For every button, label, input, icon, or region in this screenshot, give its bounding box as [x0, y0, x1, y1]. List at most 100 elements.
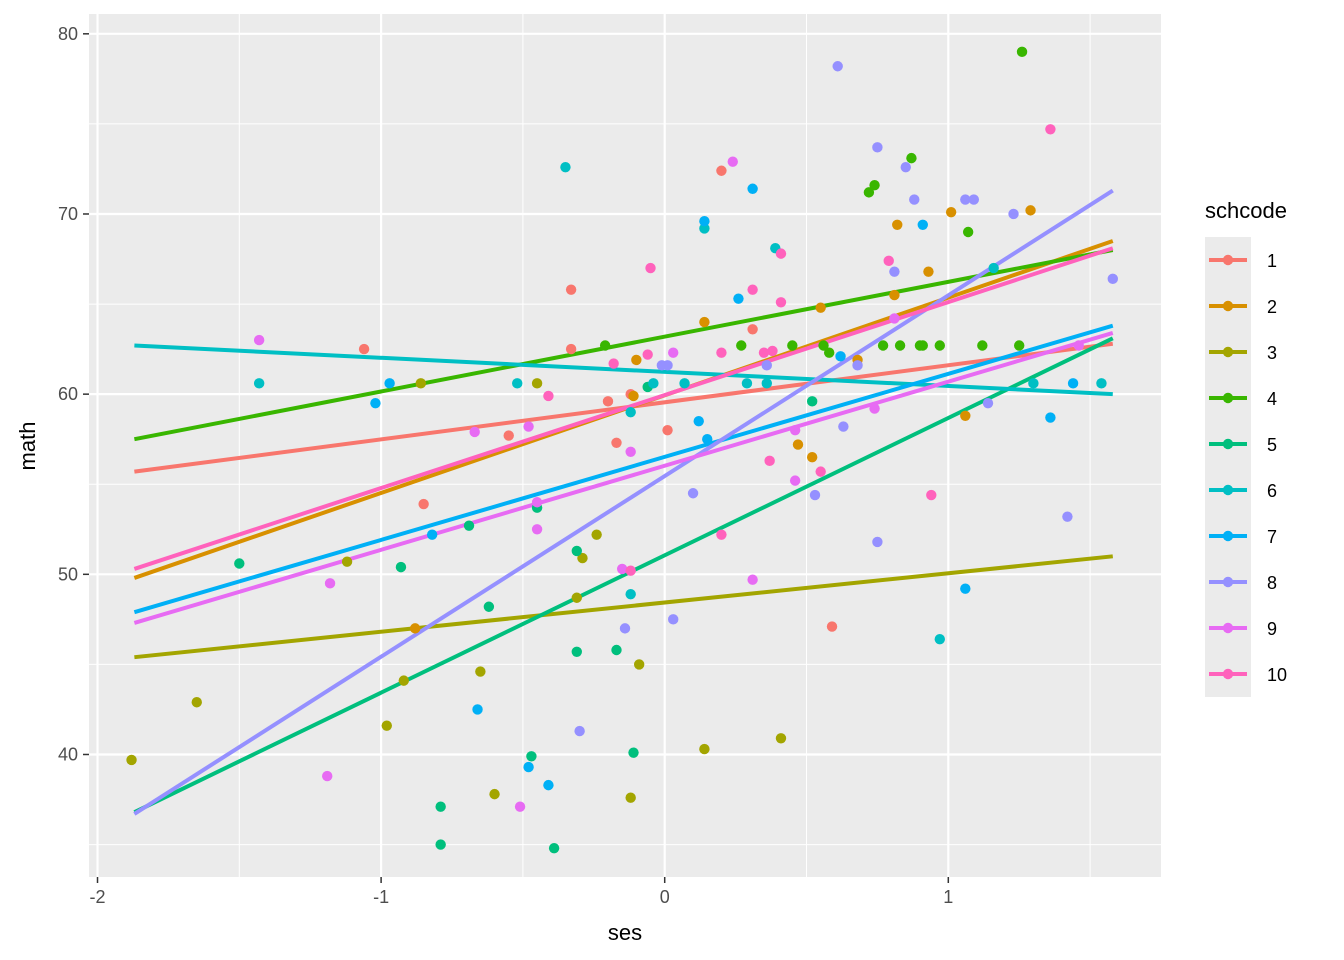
data-point-schcode-2 — [892, 219, 903, 230]
data-point-schcode-1 — [358, 343, 370, 355]
data-point-schcode-8 — [838, 421, 849, 432]
y-tick-label: 50 — [58, 564, 78, 584]
data-point-schcode-8 — [809, 489, 821, 501]
data-point-schcode-10 — [1045, 124, 1056, 135]
data-point-schcode-10 — [758, 347, 770, 358]
data-point-schcode-8 — [872, 142, 883, 153]
legend-key-point — [1222, 668, 1234, 680]
legend-key-point — [1222, 576, 1234, 588]
legend-key-point — [1222, 300, 1234, 312]
data-point-schcode-2 — [409, 623, 421, 634]
data-point-schcode-3 — [571, 592, 582, 603]
data-point-schcode-9 — [322, 770, 333, 782]
data-point-schcode-1 — [747, 324, 758, 335]
data-point-schcode-8 — [1008, 208, 1019, 220]
data-point-schcode-9 — [324, 578, 336, 589]
regression-line-schcode-10 — [133, 246, 1114, 571]
data-point-schcode-9 — [523, 421, 534, 432]
data-point-schcode-2 — [815, 302, 826, 313]
data-point-schcode-10 — [775, 297, 787, 308]
data-point-schcode-4 — [877, 340, 889, 351]
data-point-schcode-1 — [662, 424, 673, 436]
data-point-schcode-5 — [628, 747, 639, 758]
regression-line-schcode-4 — [133, 248, 1114, 442]
data-point-schcode-5 — [571, 545, 582, 557]
data-point-schcode-10 — [767, 345, 778, 357]
legend-key-point — [1222, 530, 1234, 542]
y-tick-label: 70 — [58, 204, 78, 224]
y-tick-label: 80 — [58, 24, 78, 44]
data-point-schcode-9 — [531, 497, 543, 508]
legend-label-schcode-3: 3 — [1267, 343, 1277, 363]
data-point-schcode-4 — [906, 152, 917, 164]
data-point-schcode-7 — [384, 378, 395, 389]
data-point-schcode-1 — [565, 343, 577, 355]
y-tick-label: 40 — [58, 744, 78, 764]
x-tick-label: -2 — [90, 887, 106, 907]
x-axis-title: ses — [608, 920, 642, 945]
data-point-schcode-10 — [775, 248, 787, 259]
data-point-schcode-9 — [789, 424, 801, 436]
data-point-schcode-1 — [716, 165, 727, 176]
x-tick-label: 1 — [943, 887, 953, 907]
legend: schcode 1 2 3 4 5 6 7 8 9 10 — [1205, 198, 1287, 697]
data-point-schcode-7 — [960, 583, 971, 594]
data-point-schcode-6 — [1028, 378, 1039, 389]
data-point-schcode-7 — [747, 183, 758, 194]
x-tick-label: -1 — [373, 887, 389, 907]
data-point-schcode-2 — [792, 439, 804, 450]
data-point-schcode-7 — [1067, 378, 1079, 389]
data-point-schcode-8 — [852, 360, 863, 371]
data-point-schcode-10 — [608, 358, 619, 369]
legend-label-schcode-8: 8 — [1267, 573, 1277, 593]
data-point-schcode-6 — [988, 262, 999, 274]
data-point-schcode-5 — [806, 396, 818, 407]
data-point-schcode-3 — [775, 733, 787, 744]
data-point-schcode-10 — [815, 466, 826, 477]
data-points — [126, 46, 1118, 854]
regression-line-schcode-9 — [133, 330, 1114, 625]
data-point-schcode-7 — [1045, 412, 1056, 423]
data-point-schcode-4 — [977, 340, 988, 351]
data-point-schcode-10 — [543, 390, 554, 402]
data-point-schcode-4 — [1014, 340, 1025, 351]
data-point-schcode-6 — [648, 378, 659, 389]
data-point-schcode-1 — [418, 498, 429, 510]
data-point-schcode-7 — [917, 219, 928, 230]
data-point-schcode-3 — [475, 666, 486, 677]
axes: -2 -1 0 1 40 50 60 70 80 — [58, 24, 953, 907]
data-point-schcode-8 — [968, 194, 980, 205]
legend-key-point — [1222, 622, 1234, 634]
data-point-schcode-10 — [642, 349, 653, 360]
data-point-schcode-8 — [574, 725, 585, 737]
data-point-schcode-4 — [1016, 46, 1028, 58]
data-point-schcode-2 — [628, 390, 639, 402]
data-point-schcode-10 — [747, 284, 758, 295]
data-point-schcode-9 — [889, 313, 900, 324]
data-point-schcode-10 — [625, 565, 636, 576]
data-point-schcode-9 — [668, 347, 679, 358]
data-point-schcode-5 — [483, 601, 495, 612]
data-point-schcode-2 — [960, 410, 971, 421]
data-point-schcode-1 — [826, 621, 838, 632]
data-point-schcode-3 — [577, 552, 588, 564]
legend-label-schcode-9: 9 — [1267, 619, 1277, 639]
data-point-schcode-3 — [489, 788, 500, 800]
legend-label-schcode-5: 5 — [1267, 435, 1277, 455]
data-point-schcode-3 — [625, 792, 636, 803]
data-point-schcode-8 — [960, 194, 971, 205]
data-point-schcode-5 — [435, 801, 446, 812]
data-point-schcode-1 — [602, 396, 614, 407]
data-point-schcode-5 — [548, 842, 560, 854]
data-point-schcode-10 — [645, 262, 656, 274]
legend-label-schcode-10: 10 — [1267, 665, 1287, 685]
data-point-schcode-7 — [693, 415, 704, 427]
legend-key-point — [1222, 484, 1234, 496]
data-point-schcode-2 — [631, 354, 642, 366]
data-point-schcode-2 — [806, 452, 818, 463]
data-point-schcode-8 — [668, 614, 679, 625]
legend-key-point — [1222, 392, 1234, 404]
data-point-schcode-3 — [633, 659, 645, 670]
regression-line-schcode-8 — [133, 188, 1114, 816]
plot-panel — [89, 14, 1161, 877]
